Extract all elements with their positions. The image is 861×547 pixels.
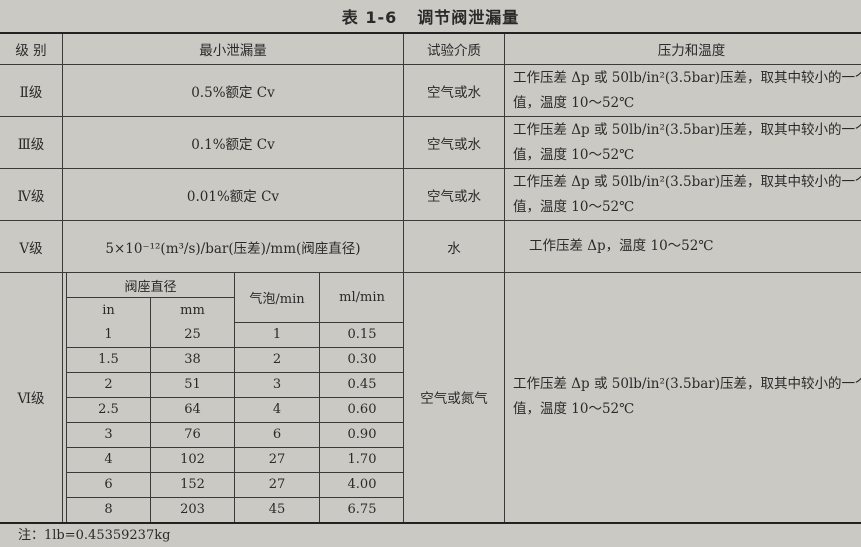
- mm-cell: 203: [150, 496, 235, 522]
- medium-cell: 空气或水: [403, 64, 505, 117]
- leakage-cell: 0.01%额定 Cv: [62, 168, 404, 221]
- subtable-subheader-row: in mm: [66, 297, 405, 322]
- header-medium: 试验介质: [403, 32, 505, 65]
- in-cell: 1.5: [66, 346, 151, 373]
- in-cell: 6: [66, 471, 151, 498]
- mm-cell: 64: [150, 396, 235, 423]
- condition-cell: 工作压差 Δp 或 50lb/in²(3.5bar)压差，取其中较小的一个值，温…: [504, 272, 861, 524]
- in-cell: 3: [66, 421, 151, 448]
- in-header: in: [66, 297, 151, 322]
- condition-cell: 工作压差 Δp 或 50lb/in²(3.5bar)压差，取其中较小的一个值，温…: [504, 116, 861, 169]
- in-cell: 8: [66, 496, 151, 522]
- ml-cell: 6.75: [319, 496, 404, 522]
- in-cell: 2.5: [66, 396, 151, 423]
- in-cell: 4: [66, 446, 151, 473]
- seat-leakage-subtable: 阀座直径 气泡/min ml/min in mm 1 25 1 0.15 1.5 38 2 0…: [66, 273, 404, 522]
- table-row: Ⅲ级 0.1%额定 Cv 空气或水 工作压差 Δp 或 50lb/in²(3.5…: [0, 116, 861, 169]
- ml-cell: 0.30: [319, 346, 404, 373]
- bubbles-cell: 1: [234, 322, 320, 348]
- subtable-row: 2 51 3 0.45: [66, 371, 404, 398]
- bubbles-cell: 45: [234, 496, 320, 522]
- grade-cell: Ⅲ级: [0, 116, 63, 169]
- table-row-grade-6: Ⅵ级 阀座直径 气泡/min ml/min in mm 1 25 1 0.15 1.5 3…: [0, 272, 861, 524]
- in-cell: 2: [66, 371, 151, 398]
- bubbles-cell: 6: [234, 421, 320, 448]
- header-leakage: 最小泄漏量: [62, 32, 404, 65]
- mm-cell: 152: [150, 471, 235, 498]
- condition-cell: 工作压差 Δp，温度 10～52℃: [504, 220, 861, 273]
- table-title: 表 1-6 调节阀泄漏量: [0, 4, 861, 28]
- mm-cell: 51: [150, 371, 235, 398]
- ml-cell: 0.15: [319, 322, 404, 348]
- leakage-cell: 0.5%额定 Cv: [62, 64, 404, 117]
- grade-cell: Ⅵ级: [0, 272, 63, 524]
- medium-cell: 空气或水: [403, 116, 505, 169]
- grade-cell: Ⅴ级: [0, 220, 63, 273]
- grade-cell: Ⅳ级: [0, 168, 63, 221]
- table-row: Ⅴ级 5×10⁻¹²(m³/s)/bar(压差)/mm(阀座直径) 水 工作压差…: [0, 220, 861, 273]
- ml-cell: 0.45: [319, 371, 404, 398]
- subtable-row: 6 152 27 4.00: [66, 471, 404, 498]
- bubbles-cell: 3: [234, 371, 320, 398]
- subtable-row: 1 25 1 0.15: [66, 322, 404, 348]
- table-row: Ⅳ级 0.01%额定 Cv 空气或水 工作压差 Δp 或 50lb/in²(3.…: [0, 168, 861, 221]
- leakage-cell: 0.1%额定 Cv: [62, 116, 404, 169]
- bubbles-cell: 2: [234, 346, 320, 373]
- mm-header: mm: [150, 297, 235, 322]
- table-row: Ⅱ级 0.5%额定 Cv 空气或水 工作压差 Δp 或 50lb/in²(3.5…: [0, 64, 861, 117]
- footnote: 注：1lb=0.45359237kg: [18, 528, 171, 543]
- ml-cell: 4.00: [319, 471, 404, 498]
- bubbles-cell: 27: [234, 471, 320, 498]
- medium-cell: 水: [403, 220, 505, 273]
- medium-cell: 空气或氮气: [403, 272, 505, 524]
- subtable-row: 3 76 6 0.90: [66, 421, 404, 448]
- table-caption: 调节阀泄漏量: [417, 8, 520, 27]
- grade-cell: Ⅱ级: [0, 64, 63, 117]
- header-grade: 级 别: [0, 32, 63, 65]
- leakage-table: 级 别 最小泄漏量 试验介质 压力和温度 Ⅱ级 0.5%额定 Cv 空气或水 工…: [0, 32, 861, 524]
- ml-header: ml/min: [319, 273, 404, 323]
- subtable-row: 8 203 45 6.75: [66, 496, 404, 522]
- bubbles-cell: 27: [234, 446, 320, 473]
- ml-cell: 1.70: [319, 446, 404, 473]
- bubbles-header: 气泡/min: [234, 273, 320, 323]
- mm-cell: 25: [150, 322, 235, 348]
- mm-cell: 102: [150, 446, 235, 473]
- ml-cell: 0.60: [319, 396, 404, 423]
- leakage-cell: 5×10⁻¹²(m³/s)/bar(压差)/mm(阀座直径): [62, 220, 404, 273]
- bubbles-cell: 4: [234, 396, 320, 423]
- subtable-row: 2.5 64 4 0.60: [66, 396, 404, 423]
- subtable-header-row: 阀座直径 气泡/min ml/min: [66, 273, 404, 323]
- condition-cell: 工作压差 Δp 或 50lb/in²(3.5bar)压差，取其中较小的一个值，温…: [504, 64, 861, 117]
- header-condition: 压力和温度: [504, 32, 861, 65]
- leakage-cell: 阀座直径 气泡/min ml/min in mm 1 25 1 0.15 1.5 38 2 0…: [62, 272, 404, 524]
- mm-cell: 38: [150, 346, 235, 373]
- mm-cell: 76: [150, 421, 235, 448]
- seat-diameter-header: 阀座直径: [66, 273, 235, 298]
- in-cell: 1: [66, 322, 151, 348]
- subtable-row: 1.5 38 2 0.30: [66, 346, 404, 373]
- table-number: 表 1-6: [341, 8, 398, 27]
- header-row: 级 别 最小泄漏量 试验介质 压力和温度: [0, 32, 861, 65]
- condition-cell: 工作压差 Δp 或 50lb/in²(3.5bar)压差，取其中较小的一个值，温…: [504, 168, 861, 221]
- ml-cell: 0.90: [319, 421, 404, 448]
- medium-cell: 空气或水: [403, 168, 505, 221]
- subtable-row: 4 102 27 1.70: [66, 446, 404, 473]
